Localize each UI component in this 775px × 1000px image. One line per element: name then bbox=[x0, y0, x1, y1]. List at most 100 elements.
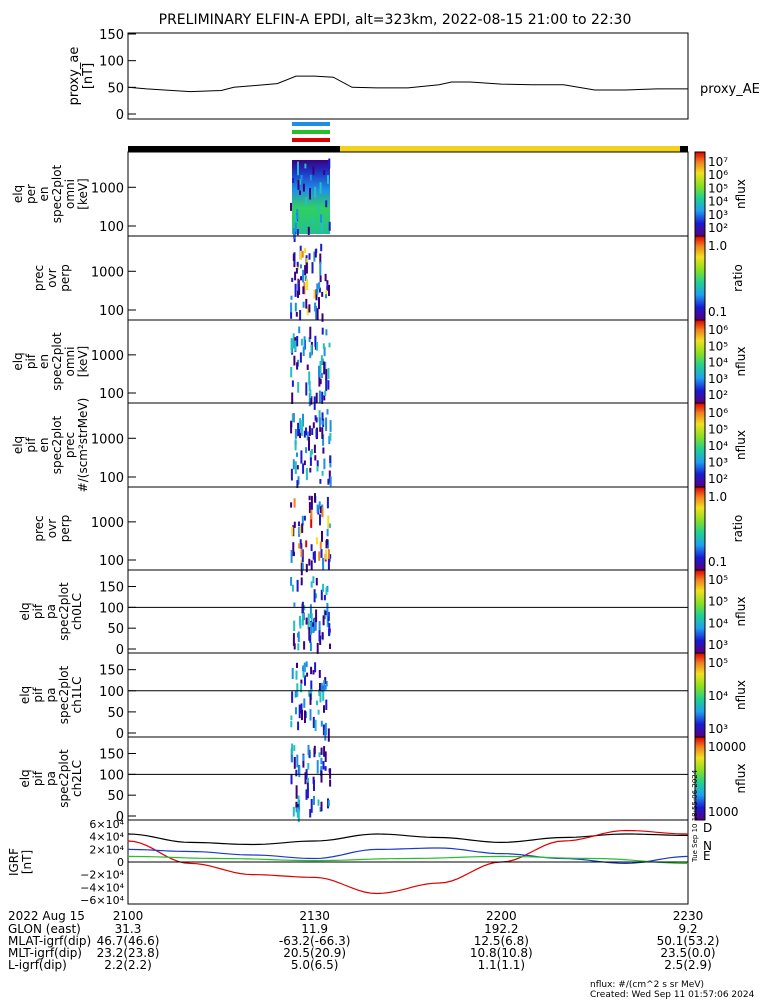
spectrogram-cell bbox=[301, 515, 304, 526]
spectrogram-cell bbox=[312, 624, 315, 633]
spectrogram-cell bbox=[302, 670, 305, 678]
colorbar-tick: 10² bbox=[708, 221, 728, 235]
spectrogram-cell bbox=[299, 190, 301, 195]
spectrogram-cell bbox=[326, 528, 329, 537]
spectrogram-cell bbox=[301, 549, 304, 563]
panel-ylabel: per bbox=[24, 184, 38, 204]
spectrogram-cell bbox=[329, 768, 332, 779]
spectrogram-cell bbox=[325, 369, 328, 381]
spectrogram-cell bbox=[322, 343, 325, 349]
panel-frame bbox=[127, 736, 689, 821]
footer-row-value: 11.9 bbox=[301, 922, 328, 936]
spectrogram-cell bbox=[307, 613, 310, 625]
colorbar-tick: 10³ bbox=[708, 456, 728, 470]
panel-ylabel: prec bbox=[32, 515, 46, 541]
ae-ytick-label: 150 bbox=[99, 28, 124, 43]
spectrogram-cell bbox=[304, 275, 307, 282]
spectrogram-cell bbox=[320, 243, 323, 252]
ytick-label: 1000 bbox=[91, 349, 124, 364]
igrf-series-N bbox=[127, 829, 689, 895]
spectrogram-cell bbox=[294, 439, 297, 451]
spectrogram-cell bbox=[327, 515, 330, 529]
spectrogram-cell bbox=[305, 427, 307, 436]
spectrogram-cell bbox=[291, 380, 294, 387]
panel-pa-ch2LC: 150 100 50 0 elq pif pa spec2plot ch2LC 10000 1000… bbox=[18, 736, 748, 825]
spectrogram-cell bbox=[323, 680, 326, 692]
spectrogram-cell bbox=[304, 675, 306, 686]
spectrogram-cell bbox=[328, 284, 330, 296]
spectrogram-cell bbox=[290, 312, 293, 319]
spectrogram-cell bbox=[326, 285, 329, 291]
spectrogram-cell bbox=[308, 690, 311, 697]
spectrogram-cell bbox=[320, 757, 323, 765]
spectrogram-cell bbox=[306, 306, 309, 316]
footer-row-label: GLON (east) bbox=[8, 922, 81, 936]
spectrogram-cell bbox=[299, 432, 301, 439]
spectrogram-cell bbox=[325, 681, 328, 687]
footer-row-value: 23.2(23.8) bbox=[97, 946, 160, 960]
spectrogram-cell bbox=[305, 196, 308, 207]
spectrogram-cell bbox=[322, 761, 325, 770]
spectrogram-cell bbox=[303, 515, 306, 521]
panel-frame bbox=[127, 402, 689, 488]
spectrogram-cell bbox=[310, 666, 313, 675]
spectrogram-cell bbox=[300, 679, 303, 684]
colorbar-tick: 10⁶ bbox=[708, 406, 728, 420]
spectrogram-cell bbox=[305, 563, 308, 573]
spectrogram-cell bbox=[318, 373, 321, 387]
spectrogram-cell bbox=[314, 455, 317, 461]
spectrogram-cell bbox=[297, 476, 300, 485]
colorbar-tick: 10³ bbox=[708, 638, 728, 652]
spectrogram-cell bbox=[297, 631, 300, 642]
spectrogram-cell bbox=[293, 757, 296, 769]
panel-ylabel: ovr bbox=[45, 268, 59, 287]
spectrogram-cell bbox=[321, 427, 324, 439]
spectrogram-cell bbox=[326, 280, 329, 285]
colorbar-tick: 10⁴ bbox=[708, 439, 728, 453]
spectrogram-cell bbox=[310, 622, 313, 634]
spectrogram-cell bbox=[290, 748, 293, 763]
panel-ylabel: pif bbox=[31, 770, 45, 786]
spectrogram-cell bbox=[298, 521, 300, 527]
spectrogram-cell bbox=[299, 250, 302, 260]
spectrogram-cell bbox=[321, 470, 324, 476]
spectrogram-cell bbox=[309, 326, 312, 339]
spectrogram-cell bbox=[300, 427, 303, 436]
spectrogram-cell bbox=[294, 302, 297, 312]
spectrogram-cell bbox=[312, 422, 315, 429]
spectrogram-cell bbox=[295, 267, 298, 274]
ytick-label: 1000 bbox=[91, 181, 124, 196]
panel-ylabel: perp bbox=[58, 264, 72, 292]
spectrogram-cell bbox=[309, 642, 312, 651]
footer-row-value: 2.5(2.9) bbox=[664, 958, 712, 972]
spectrogram-cell bbox=[293, 620, 296, 631]
spectrogram-cell bbox=[318, 670, 321, 678]
footer-row-value: 5.0(6.5) bbox=[291, 958, 339, 972]
panel-ylabel: en bbox=[37, 438, 51, 453]
colorbar-tick: 1.0 bbox=[708, 239, 727, 253]
spectrogram-cell bbox=[300, 450, 303, 464]
ytick-label: 100 bbox=[99, 601, 124, 616]
spectrogram-cell bbox=[303, 641, 306, 650]
panel-ylabel: [keV] bbox=[76, 178, 90, 209]
spectrogram-cell bbox=[296, 804, 299, 810]
spectrogram-cell bbox=[319, 427, 322, 432]
footer-row-value: 10.8(10.8) bbox=[470, 946, 533, 960]
spectrogram-cell bbox=[316, 341, 318, 351]
footer-row-label: MLAT-igrf(dip) bbox=[8, 934, 91, 948]
spectrogram-cell bbox=[324, 684, 327, 690]
x-tick-label: 2200 bbox=[486, 909, 517, 923]
spectrogram-cell bbox=[319, 541, 322, 550]
footer-row-label: MLT-igrf(dip) bbox=[8, 946, 82, 960]
panel-ylabel: omni bbox=[63, 347, 77, 377]
spectrogram-cell bbox=[297, 179, 300, 190]
colorbar-tick: 10³ bbox=[708, 208, 728, 222]
spectrogram-cell bbox=[313, 444, 316, 453]
spectrogram-cell bbox=[292, 806, 295, 817]
spectrogram-cell bbox=[321, 530, 323, 542]
spectrogram-cell bbox=[317, 799, 320, 806]
spectrogram-cell bbox=[329, 643, 331, 649]
panel-ylabel: elq bbox=[18, 602, 32, 620]
spectrogram-cell bbox=[306, 364, 309, 370]
ytick-label: 100 bbox=[99, 387, 124, 402]
